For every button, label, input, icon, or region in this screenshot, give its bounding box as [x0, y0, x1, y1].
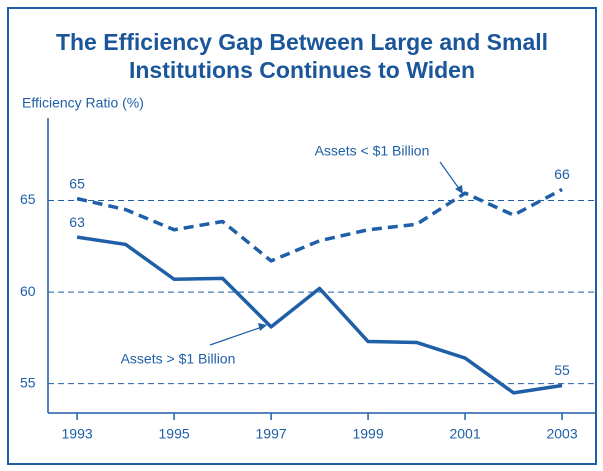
arrow [209, 326, 263, 346]
x-tick-label: 2003 [546, 426, 577, 442]
data-label: 63 [69, 214, 85, 230]
arrow [439, 161, 461, 191]
data-label: 65 [69, 175, 85, 191]
y-axis-title: Efficiency Ratio (%) [22, 95, 144, 111]
arrow-head [455, 185, 463, 194]
line [76, 235, 563, 395]
x-tick-label: 1997 [256, 426, 287, 442]
legend-label: Assets < $1 Billion [315, 143, 430, 159]
legend-label: Assets > $1 Billion [121, 351, 236, 367]
frame [7, 7, 597, 465]
arrow-head [258, 323, 267, 331]
x-tick-label: 1995 [159, 426, 190, 442]
y-tick-label: 65 [20, 191, 36, 207]
chart-title: The Efficiency Gap Between Large and Sma… [56, 29, 548, 55]
data-label: 66 [554, 166, 570, 182]
x-tick-label: 2001 [449, 426, 480, 442]
data-label: 55 [554, 362, 570, 378]
y-tick-label: 60 [20, 283, 36, 299]
chart-title: Institutions Continues to Widen [129, 57, 475, 83]
line [76, 187, 563, 263]
y-tick-label: 55 [20, 374, 36, 390]
x-tick-label: 1999 [352, 426, 383, 442]
x-tick-label: 1993 [62, 426, 93, 442]
